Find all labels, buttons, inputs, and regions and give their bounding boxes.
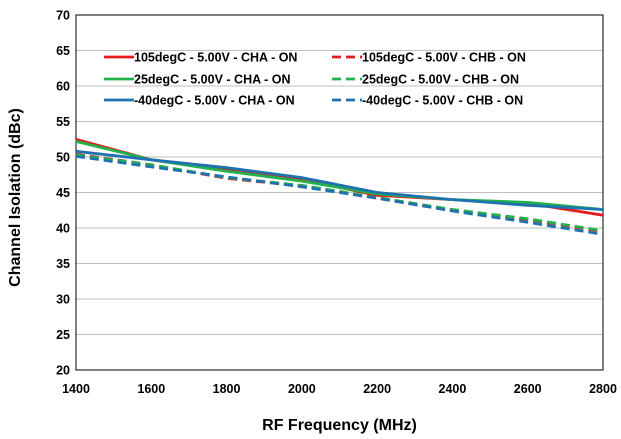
y-tick-label: 70 (56, 9, 70, 23)
y-tick-label: 20 (56, 364, 70, 378)
x-tick-label: 2000 (288, 382, 316, 396)
x-tick-label: 1800 (213, 382, 241, 396)
x-tick-label: 1600 (137, 382, 165, 396)
plot-area-frame (75, 14, 604, 371)
y-tick-label: 25 (56, 328, 70, 342)
series-line-6 (75, 154, 604, 236)
x-tick-label: 2600 (514, 382, 542, 396)
y-tick-label: 35 (56, 257, 70, 271)
legend-entry-label: 25degC - 5.00V - CHA - ON (134, 73, 291, 87)
y-tick-label: 55 (56, 115, 70, 129)
x-axis-label: RF Frequency (MHz) (262, 417, 417, 434)
series-line-5 (75, 149, 604, 211)
legend: 105degC - 5.00V - CHA - ON 105degC - 5.00… (104, 51, 526, 108)
x-tick-label: 1400 (62, 382, 90, 396)
x-tick-label: 2800 (589, 382, 617, 396)
legend-entry-label: 105degC - 5.00V - CHA - ON (134, 51, 297, 65)
x-tick-labels: 1400 1600 1800 2000 2200 2400 2600 2800 (62, 382, 617, 396)
legend-entry-label: 25degC - 5.00V - CHB - ON (362, 73, 519, 87)
y-tick-label: 60 (56, 80, 70, 94)
y-tick-label: 50 (56, 151, 70, 165)
y-axis-label: Channel Isolation (dBc) (7, 108, 24, 287)
series-group (75, 137, 604, 236)
x-tick-label: 2400 (439, 382, 467, 396)
legend-entry-label: -40degC - 5.00V - CHB - ON (362, 94, 523, 108)
y-tick-label: 65 (56, 44, 70, 58)
legend-entry-label: 105degC - 5.00V - CHB - ON (362, 51, 526, 65)
y-tick-labels: 20 25 30 35 40 45 50 55 60 65 70 (56, 9, 70, 378)
y-tick-label: 30 (56, 293, 70, 307)
x-tick-label: 2200 (363, 382, 391, 396)
legend-entry-label: -40degC - 5.00V - CHA - ON (134, 94, 295, 108)
y-tick-label: 40 (56, 222, 70, 236)
series-line-4 (75, 153, 604, 233)
y-tick-label: 45 (56, 186, 70, 200)
